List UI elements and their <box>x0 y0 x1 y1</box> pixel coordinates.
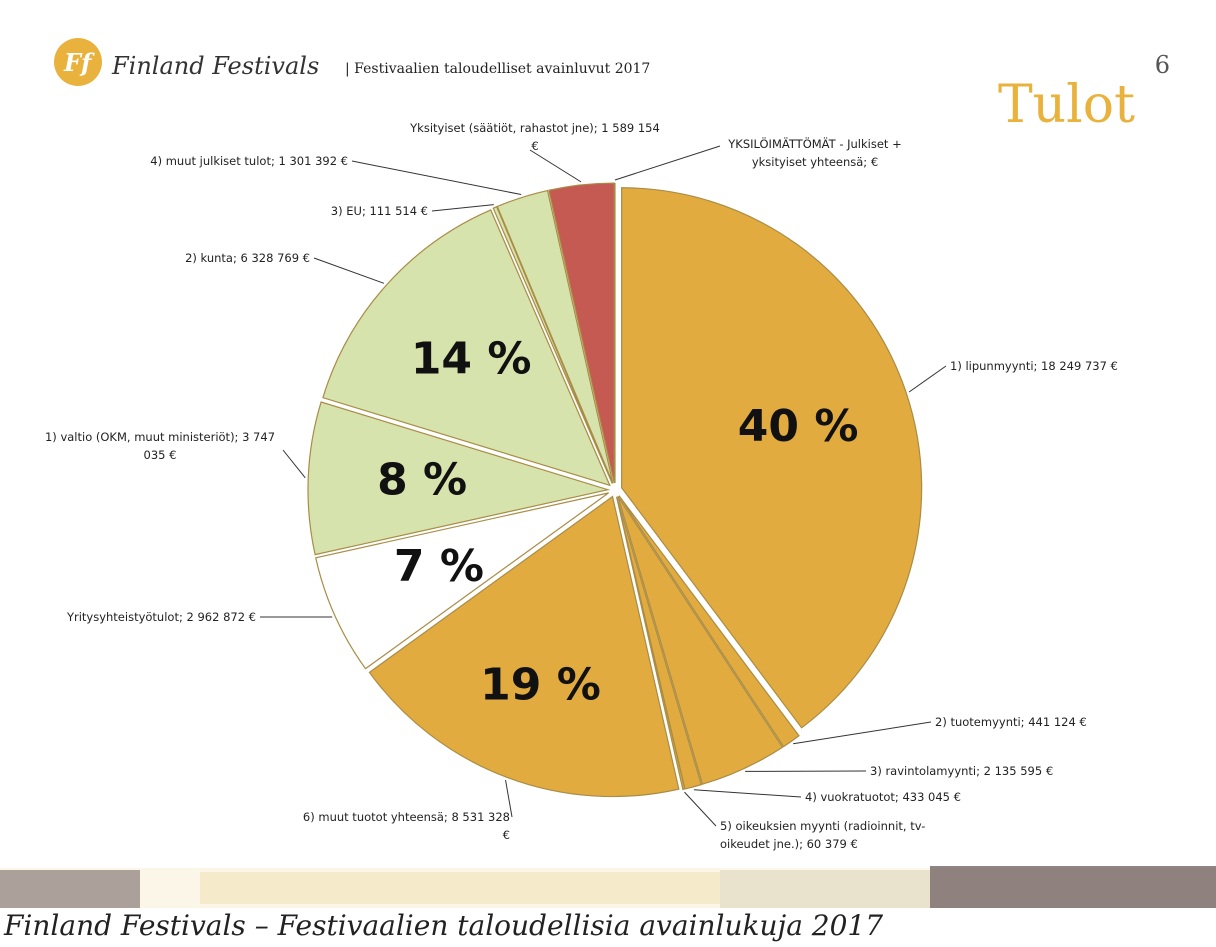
slice-label: 2) kunta; 6 328 769 € <box>185 251 310 265</box>
pie-slice <box>492 205 613 484</box>
logo-mark: Ff <box>63 48 95 77</box>
slice-label: YKSILÖIMÄTTÖMÄT - Julkiset + yksityiset … <box>728 137 902 169</box>
heading: Tulot <box>998 75 1135 135</box>
leader-line <box>684 791 717 827</box>
pie-slice <box>322 209 611 487</box>
slice-label: 1) valtio (OKM, muut ministeriöt); 3 747… <box>44 430 276 462</box>
percent-label: 7 % <box>394 541 484 592</box>
pie-slice <box>621 187 923 729</box>
slice-label: 1) lipunmyynti; 18 249 737 € <box>950 359 1118 373</box>
pie-slice <box>617 496 784 785</box>
slice-label: 4) muut julkiset tulot; 1 301 392 € <box>150 154 348 168</box>
slice-label: 3) ravintolamyynti; 2 135 595 € <box>870 764 1054 778</box>
pie-slice <box>315 492 609 670</box>
slice-label: 3) EU; 111 514 € <box>330 204 428 218</box>
percent-label: 40 % <box>738 401 859 452</box>
leader-line <box>431 204 494 212</box>
leader-line <box>908 365 947 393</box>
page-number: 6 <box>1155 51 1170 79</box>
pie-slice <box>618 495 800 748</box>
percent-label: 8 % <box>377 454 467 505</box>
leader-line <box>793 721 932 745</box>
slice-label: 6) muut tuotot yhteensä; 8 531 328 € <box>302 810 510 842</box>
pie-slice <box>496 189 614 484</box>
brand: Finland Festivals <box>111 52 319 80</box>
footer-text: Finland Festivals – Festivaalien taloude… <box>3 909 883 942</box>
pie-slice <box>548 182 615 484</box>
logo <box>54 38 102 86</box>
leader-line <box>693 789 802 798</box>
slice-label: Yksityiset (säätiöt, rahastot jne); 1 58… <box>410 121 660 153</box>
pie-slice <box>615 496 686 791</box>
leader-line <box>529 149 582 183</box>
leader-line <box>313 257 385 284</box>
pie-slice <box>368 495 680 798</box>
footer-pattern <box>0 866 1216 908</box>
subtitle: | Festivaalien taloudelliset avainluvut … <box>345 61 650 77</box>
leader-line <box>282 449 306 479</box>
slice-label: 4) vuokratuotot; 433 045 € <box>805 790 961 804</box>
leader-line <box>351 160 522 196</box>
slice-label: 5) oikeuksien myynti (radioinnit, tv-oik… <box>720 819 926 851</box>
percent-label: 19 % <box>480 659 601 710</box>
pie-slice <box>307 401 611 556</box>
slice-label: Yritysyhteistyötulot; 2 962 872 € <box>66 610 256 624</box>
leader-line <box>505 779 513 818</box>
percent-label: 14 % <box>411 333 532 384</box>
leader-line <box>614 145 721 181</box>
slice-label: 2) tuotemyynti; 441 124 € <box>935 715 1087 729</box>
